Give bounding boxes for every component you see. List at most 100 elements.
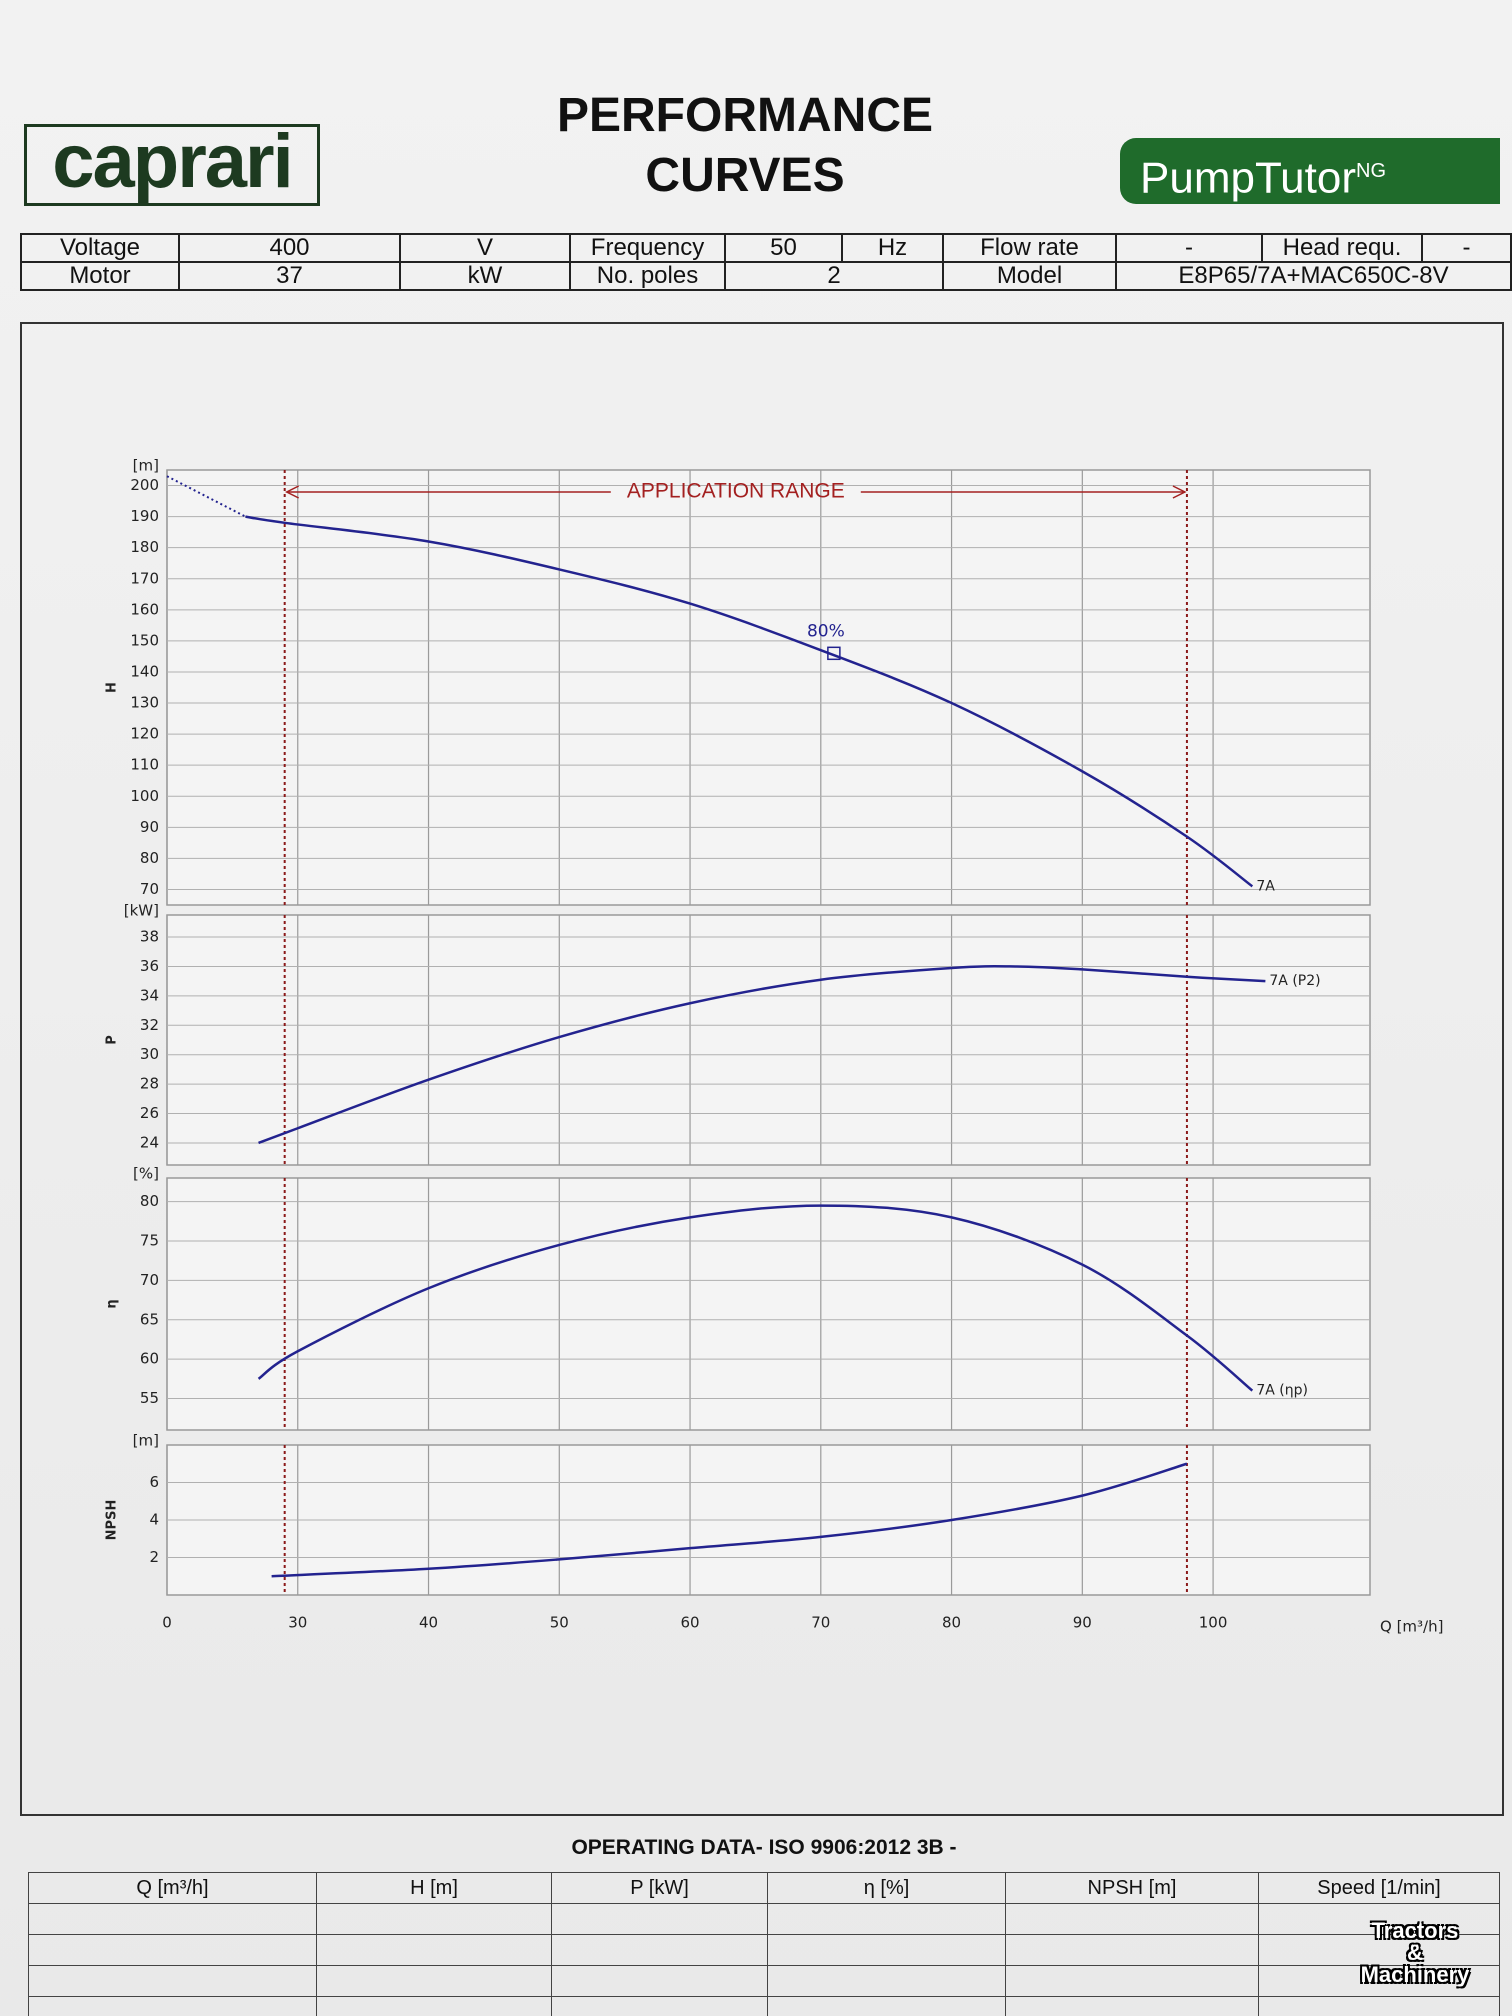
chart-frame [20, 322, 1504, 1816]
x-tick-label: 80 [942, 1614, 961, 1632]
operating-title: OPERATING DATA- ISO 9906:2012 3B - [571, 1836, 957, 1859]
cell: H [m] [316, 1872, 552, 1904]
x-tick-label: 50 [550, 1614, 569, 1632]
cell: Head requ. [1261, 233, 1423, 263]
y-tick-label: 70 [140, 1271, 159, 1289]
curve [257, 1204, 1254, 1392]
y-tick-label: 160 [130, 600, 159, 618]
y-tick-label: 100 [130, 787, 159, 805]
y-axis-label: NPSH [105, 1500, 120, 1541]
cell: 2 [724, 261, 944, 291]
curve-label: 7A (P2) [1269, 973, 1320, 989]
y-tick-label: 65 [140, 1310, 159, 1328]
y-tick-label: 90 [140, 818, 159, 836]
title: CURVES [645, 149, 845, 202]
y-tick-label: 34 [140, 986, 159, 1004]
y-tick-label: 26 [140, 1104, 159, 1122]
x-tick-label: 30 [288, 1614, 307, 1632]
watermark-line: Tractors [1371, 1918, 1459, 1943]
y-tick-label: 150 [130, 631, 159, 649]
curve [245, 515, 1254, 888]
y-tick-label: 80 [140, 1192, 159, 1210]
y-tick-label: 70 [140, 880, 159, 898]
cell: 37 [178, 261, 401, 291]
cell: Q [m³/h] [28, 1872, 317, 1904]
info-row: Voltage 400 V Frequency 50 Hz Flow rate … [20, 233, 1512, 263]
marker-label: 80% [807, 621, 845, 641]
y-tick-label: 170 [130, 569, 159, 587]
y-unit: [%] [133, 1165, 159, 1183]
y-tick-label: 140 [130, 662, 159, 680]
y-tick-label: 4 [149, 1511, 159, 1529]
x-tick-label: 100 [1199, 1614, 1228, 1632]
y-unit: [m] [133, 457, 159, 475]
y-tick-label: 110 [130, 756, 159, 774]
arrow-head [1172, 485, 1187, 499]
title: PERFORMANCE [556, 89, 933, 142]
y-axis-label: P [105, 1035, 120, 1045]
op-row [28, 1965, 1500, 1997]
application-range-label: APPLICATION RANGE [627, 480, 845, 503]
curve-label: 7A [1256, 878, 1275, 894]
y-tick-label: 28 [140, 1075, 159, 1093]
y-tick-label: 24 [140, 1133, 159, 1151]
cell: Model [942, 261, 1117, 291]
y-tick-label: 36 [140, 957, 159, 975]
y-tick-label: 120 [130, 725, 159, 743]
y-axis-label: H [105, 682, 120, 693]
y-tick-label: 190 [130, 507, 159, 525]
x-tick-label: 0 [162, 1614, 172, 1632]
cell: Motor [20, 261, 180, 291]
marker [827, 646, 841, 661]
y-unit: [kW] [124, 902, 159, 920]
x-tick-label: 40 [419, 1614, 438, 1632]
x-axis-label: Q [m³/h] [1380, 1618, 1443, 1636]
arrow-head [285, 485, 300, 499]
y-tick-label: 38 [140, 928, 159, 946]
brand-sup: NG [1356, 160, 1387, 182]
logo: caprari [24, 124, 320, 206]
curve-label: 7A (ηp) [1256, 1383, 1308, 1399]
info-row: Motor 37 kW No. poles 2 Model E8P65/7A+M… [20, 261, 1512, 291]
y-tick-label: 60 [140, 1350, 159, 1368]
curve [258, 965, 1266, 1145]
cell: No. poles [569, 261, 726, 291]
x-tick-label: 70 [811, 1614, 830, 1632]
plot-area [166, 469, 1371, 906]
y-tick-label: 180 [130, 538, 159, 556]
y-tick-label: 75 [140, 1232, 159, 1250]
cell: Voltage [20, 233, 180, 263]
y-tick-label: 130 [130, 694, 159, 712]
cell: 400 [178, 233, 401, 263]
plot-area [166, 1177, 1371, 1431]
curve [271, 1462, 1188, 1578]
cell: Frequency [569, 233, 726, 263]
operating-table: Q [m³/h] H [m] P [kW] η [%] NPSH [m] Spe… [28, 1872, 1500, 2016]
cell: P [kW] [551, 1872, 768, 1904]
y-tick-label: 200 [130, 476, 159, 494]
cell: kW [399, 261, 571, 291]
op-header: Q [m³/h] H [m] P [kW] η [%] NPSH [m] Spe… [28, 1872, 1500, 1904]
y-tick-label: 6 [149, 1473, 159, 1491]
cell: - [1421, 233, 1512, 263]
watermark: Tractors & Machinery [1330, 1920, 1500, 1986]
cell: E8P65/7A+MAC650C-8V [1115, 261, 1512, 291]
watermark-line: & [1407, 1940, 1423, 1965]
op-row [28, 1996, 1500, 2016]
cell: Hz [841, 233, 944, 263]
watermark-line: Machinery [1360, 1962, 1470, 1987]
y-tick-label: 30 [140, 1045, 159, 1063]
y-tick-label: 55 [140, 1389, 159, 1407]
y-tick-label: 2 [149, 1548, 159, 1566]
cell: Flow rate [942, 233, 1117, 263]
y-axis-label: η [105, 1299, 120, 1308]
x-tick-label: 60 [680, 1614, 699, 1632]
x-tick-label: 90 [1073, 1614, 1092, 1632]
plot-area [166, 914, 1371, 1166]
cell: V [399, 233, 571, 263]
info-table: Voltage 400 V Frequency 50 Hz Flow rate … [20, 233, 1512, 291]
cell: η [%] [767, 1872, 1006, 1904]
brand-name: PumpTutor [1140, 153, 1357, 203]
y-unit: [m] [133, 1432, 159, 1450]
